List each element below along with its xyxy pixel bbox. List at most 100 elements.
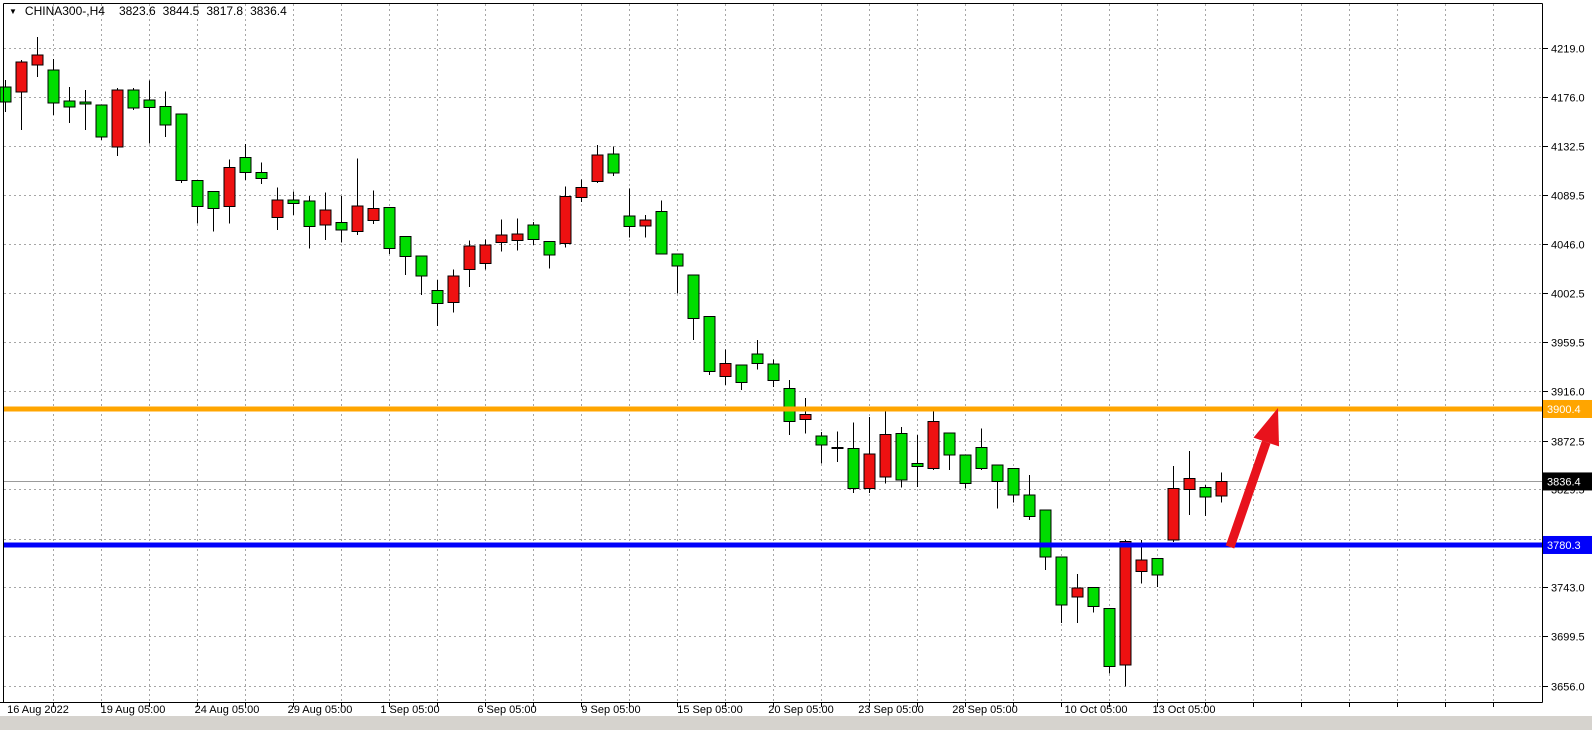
candle-body bbox=[479, 244, 492, 264]
candle-body bbox=[1071, 587, 1084, 598]
candle-bullish bbox=[1183, 450, 1196, 516]
candle-body bbox=[943, 432, 956, 456]
time-tick-label: 28 Sep 05:00 bbox=[952, 704, 1017, 716]
candle-bearish bbox=[239, 144, 252, 181]
candle-body bbox=[367, 207, 380, 222]
candle-bearish bbox=[399, 236, 412, 276]
price-tick-label: 3916.0 bbox=[1551, 387, 1585, 399]
candle-bearish bbox=[607, 146, 620, 176]
candle-bearish bbox=[175, 113, 188, 183]
candle-body bbox=[47, 69, 60, 104]
candle-body bbox=[79, 101, 92, 105]
candle-bullish bbox=[495, 219, 508, 252]
candle-bearish bbox=[959, 454, 972, 489]
candle-body bbox=[703, 316, 716, 373]
candle-body bbox=[991, 464, 1004, 483]
candle-body bbox=[1103, 607, 1116, 668]
ohlc-close-value: 3836.4 bbox=[250, 4, 287, 18]
candle-bearish bbox=[895, 426, 908, 488]
candle-bullish bbox=[1071, 573, 1084, 623]
candle-bearish bbox=[911, 435, 924, 487]
candle-body bbox=[303, 200, 316, 228]
price-tick-label: 4176.0 bbox=[1551, 93, 1585, 105]
window-bottom-strip bbox=[0, 716, 1592, 730]
candle-bearish bbox=[831, 431, 844, 462]
candle-body bbox=[207, 191, 220, 209]
candle-body bbox=[751, 353, 764, 364]
price-tick-label: 3959.5 bbox=[1551, 338, 1585, 350]
candle-bearish bbox=[671, 253, 684, 294]
candle-body bbox=[287, 199, 300, 204]
candle-body bbox=[975, 447, 988, 469]
candle-bearish bbox=[1151, 557, 1164, 587]
grid bbox=[4, 4, 1542, 702]
candle-body bbox=[799, 413, 812, 420]
candle-body bbox=[1215, 480, 1228, 497]
candle-bullish bbox=[1167, 466, 1180, 542]
candle-bullish bbox=[351, 158, 364, 236]
candle-bearish bbox=[303, 195, 316, 249]
candle-bullish bbox=[15, 59, 28, 130]
candle-bearish bbox=[0, 80, 12, 112]
candle-bearish bbox=[975, 428, 988, 471]
candle-body bbox=[655, 211, 668, 255]
candle-bearish bbox=[527, 222, 540, 246]
candle-body bbox=[447, 275, 460, 304]
bid-price-tag bbox=[1543, 472, 1592, 491]
candle-body bbox=[95, 104, 108, 138]
candle-bearish bbox=[335, 195, 348, 243]
candle-bearish bbox=[95, 104, 108, 141]
candle-bearish bbox=[127, 87, 140, 111]
candle-bearish bbox=[703, 316, 716, 376]
candle-body bbox=[1151, 557, 1164, 576]
candle-bearish bbox=[431, 280, 444, 326]
candle-bearish bbox=[751, 340, 764, 370]
candle-body bbox=[879, 433, 892, 478]
trend-arrow-head[interactable] bbox=[1253, 408, 1280, 447]
time-tick-label: 24 Aug 05:00 bbox=[195, 704, 260, 716]
candle-bullish bbox=[863, 417, 876, 493]
candle-bullish bbox=[367, 190, 380, 224]
candle-body bbox=[399, 236, 412, 258]
candle-body bbox=[335, 222, 348, 231]
candle-body bbox=[239, 157, 252, 174]
symbol-dropdown-icon[interactable]: ▼ bbox=[9, 6, 17, 16]
candle-bearish bbox=[287, 191, 300, 216]
candle-bullish bbox=[319, 192, 332, 241]
candle-bearish bbox=[991, 464, 1004, 509]
candle-body bbox=[351, 205, 364, 233]
candle-body bbox=[1135, 559, 1148, 573]
candle-body bbox=[1023, 494, 1036, 518]
support-price-tag bbox=[1543, 535, 1592, 554]
candle-body bbox=[687, 274, 700, 319]
price-tick-label: 4002.5 bbox=[1551, 289, 1585, 301]
resistance-price-tag bbox=[1543, 399, 1592, 418]
candle-body bbox=[415, 255, 428, 277]
candle-body bbox=[1119, 541, 1132, 666]
candle-bullish bbox=[575, 179, 588, 202]
candle-bearish bbox=[943, 432, 956, 471]
price-tick-label: 3872.5 bbox=[1551, 437, 1585, 449]
candle-body bbox=[255, 172, 268, 179]
candle-bearish bbox=[1087, 587, 1100, 613]
candle-body bbox=[431, 290, 444, 304]
candle-body bbox=[591, 154, 604, 183]
candle-body bbox=[0, 86, 12, 103]
candle-bearish bbox=[1055, 556, 1068, 624]
candle-body bbox=[527, 224, 540, 240]
candle-body bbox=[159, 106, 172, 126]
time-tick-label: 29 Aug 05:00 bbox=[288, 704, 353, 716]
time-tick-label: 15 Sep 05:00 bbox=[677, 704, 742, 716]
candle-body bbox=[847, 447, 860, 489]
bid-price-tag-text: 3836.4 bbox=[1547, 476, 1581, 488]
candle-body bbox=[223, 166, 236, 208]
candle-bullish bbox=[447, 269, 460, 313]
trend-arrow-shaft[interactable] bbox=[1225, 440, 1271, 549]
candle-body bbox=[559, 196, 572, 244]
candle-body bbox=[1039, 509, 1052, 558]
candle-bearish bbox=[767, 359, 780, 388]
candle-bullish bbox=[1119, 540, 1132, 687]
